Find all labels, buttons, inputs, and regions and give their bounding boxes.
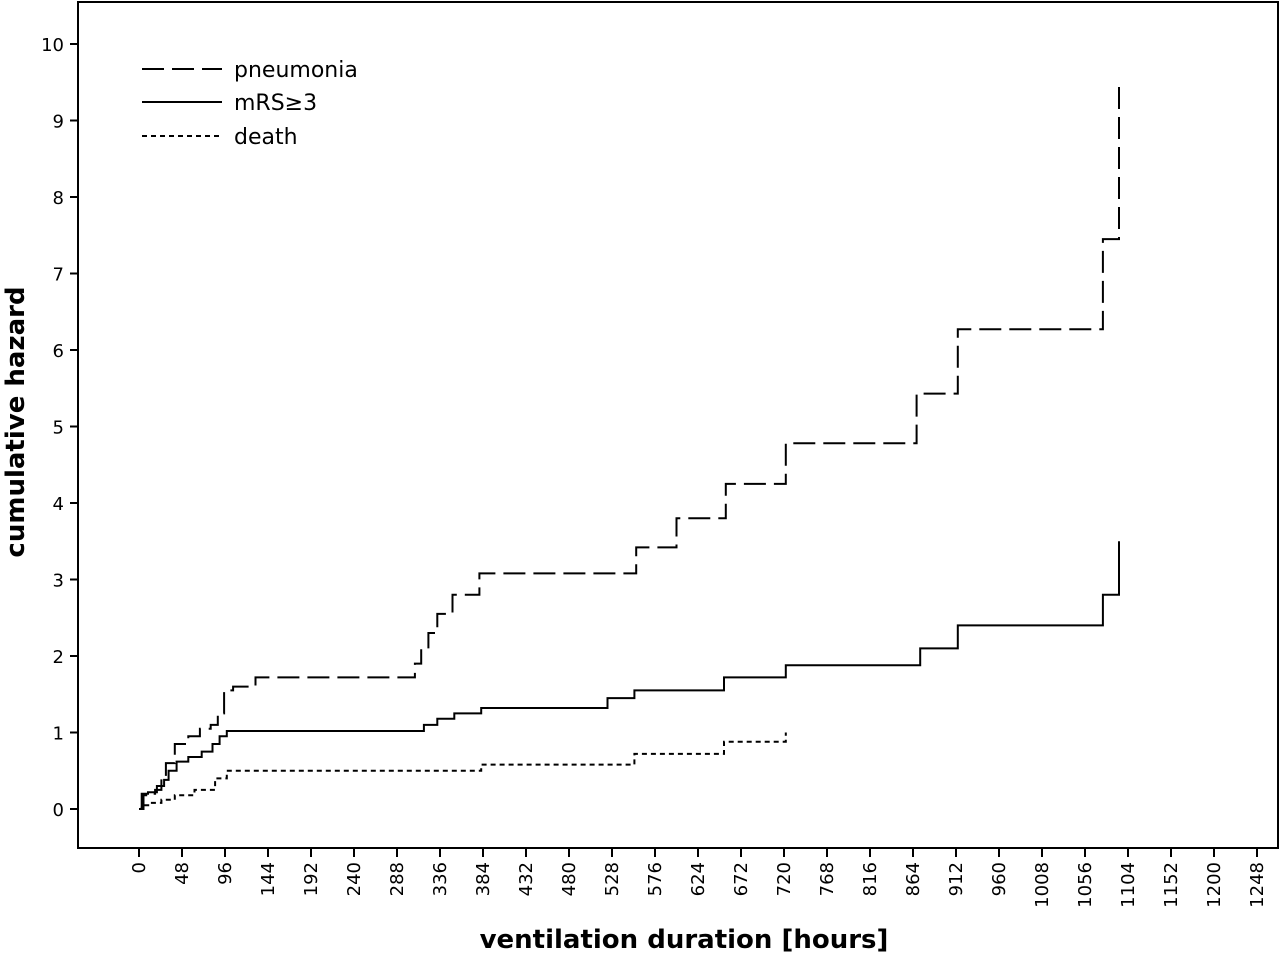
x-tick-label: 864 — [903, 862, 924, 896]
x-tick-label: 240 — [344, 862, 365, 896]
x-tick-label: 528 — [602, 862, 623, 896]
x-tick-label: 1056 — [1075, 862, 1096, 908]
y-tick-label: 0 — [53, 800, 64, 821]
x-tick-label: 432 — [516, 862, 537, 896]
x-tick-label: 576 — [645, 862, 666, 896]
y-tick-label: 2 — [53, 647, 64, 668]
series-group — [139, 86, 1120, 810]
x-tick-label: 144 — [258, 862, 279, 896]
series-line-mrs-3 — [139, 541, 1120, 810]
x-axis: 0 48 96 144 192 240 288 336 384 432 480 528 576 624 67… — [129, 848, 1268, 908]
x-tick-label: 768 — [817, 862, 838, 896]
y-tick-label: 9 — [53, 112, 64, 133]
y-tick-label: 10 — [41, 35, 64, 56]
legend-label: death — [234, 125, 298, 150]
x-tick-label: 960 — [989, 862, 1010, 896]
x-tick-label: 1200 — [1204, 862, 1225, 908]
series-line-pneumonia — [139, 86, 1120, 810]
y-tick-label: 1 — [53, 724, 64, 745]
x-tick-label: 192 — [301, 862, 322, 896]
series-line-death — [139, 732, 787, 810]
x-tick-label: 1248 — [1247, 862, 1268, 908]
y-axis-title: cumulative hazard — [1, 286, 31, 557]
x-axis-title: ventilation duration [hours] — [480, 925, 889, 953]
legend-label: mRS≥3 — [234, 91, 317, 116]
x-tick-label: 1152 — [1161, 862, 1182, 908]
x-tick-label: 384 — [473, 862, 494, 896]
x-tick-label: 96 — [215, 862, 236, 885]
x-tick-label: 624 — [688, 862, 709, 896]
y-tick-label: 4 — [53, 494, 64, 515]
x-tick-label: 0 — [129, 862, 150, 873]
y-tick-label: 8 — [53, 188, 64, 209]
legend: pneumonia mRS≥3 death — [142, 58, 358, 150]
x-tick-label: 480 — [559, 862, 580, 896]
x-tick-label: 672 — [731, 862, 752, 896]
y-tick-label: 3 — [53, 571, 64, 592]
y-axis: 0 1 2 3 4 5 6 7 8 9 10 — [41, 35, 78, 821]
x-tick-label: 336 — [430, 862, 451, 896]
x-tick-label: 912 — [946, 862, 967, 896]
x-tick-label: 816 — [860, 862, 881, 896]
y-tick-label: 7 — [53, 265, 64, 286]
x-tick-label: 48 — [172, 862, 193, 885]
legend-label: pneumonia — [234, 58, 358, 83]
x-tick-label: 720 — [774, 862, 795, 896]
x-tick-label: 1104 — [1118, 862, 1139, 908]
y-tick-label: 6 — [53, 341, 64, 362]
plot-frame — [77, 1, 1279, 849]
y-tick-label: 5 — [53, 418, 64, 439]
x-tick-label: 288 — [387, 862, 408, 896]
x-tick-label: 1008 — [1032, 862, 1053, 908]
